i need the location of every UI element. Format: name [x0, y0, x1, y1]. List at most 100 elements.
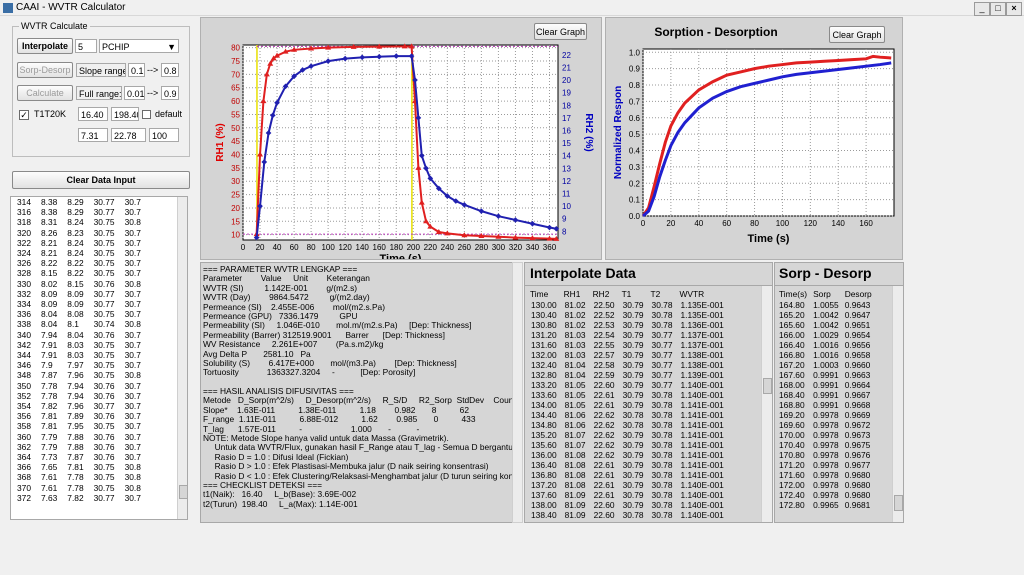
sorp-row[interactable]: 171.60 0.9978 0.9680: [776, 470, 875, 480]
data-input-row[interactable]: 334 8.09 8.09 30.77 30.7: [12, 299, 146, 309]
data-input-row[interactable]: 324 8.21 8.24 30.75 30.7: [12, 248, 146, 258]
data-input-row[interactable]: 340 7.94 8.04 30.76 30.7: [12, 330, 146, 340]
sorp-row[interactable]: 168.00 0.9991 0.9664: [776, 380, 875, 390]
data-input-row[interactable]: 344 7.91 8.03 30.75 30.7: [12, 350, 146, 360]
parameter-results-panel[interactable]: === PARAMETER WVTR LENGKAP === Parameter …: [200, 262, 513, 523]
data-input-row[interactable]: 322 8.21 8.24 30.75 30.7: [12, 238, 146, 248]
interpolate-row[interactable]: 134.80 81.06 22.62 30.78 30.78 1.141E-001: [527, 420, 728, 430]
sorp-row[interactable]: 165.60 1.0042 0.9651: [776, 320, 875, 330]
data-input-row[interactable]: 366 7.65 7.81 30.75 30.8: [12, 462, 146, 472]
maximize-button[interactable]: □: [990, 2, 1006, 16]
t2-input[interactable]: 198.40: [111, 107, 139, 121]
interpolate-row[interactable]: 132.40 81.04 22.58 30.79 30.77 1.138E-001: [527, 360, 728, 370]
t1t20k-checkbox[interactable]: ✓: [19, 110, 29, 120]
data-input-row[interactable]: 364 7.73 7.87 30.76 30.7: [12, 452, 146, 462]
sorp-row[interactable]: 168.80 0.9991 0.9668: [776, 400, 875, 410]
data-input-row[interactable]: 348 7.87 7.96 30.75 30.8: [12, 370, 146, 380]
data-input-row[interactable]: 346 7.9 7.97 30.75 30.7: [12, 360, 146, 370]
sorp-row[interactable]: 166.40 1.0016 0.9656: [776, 340, 875, 350]
sorp-scrollbar[interactable]: [892, 286, 903, 522]
sorp-row[interactable]: 172.40 0.9978 0.9680: [776, 490, 875, 500]
interpolate-row[interactable]: 136.80 81.08 22.61 30.79 30.78 1.141E-001: [527, 470, 728, 480]
calculate-button[interactable]: Calculate: [17, 85, 73, 101]
data-input-row[interactable]: 372 7.63 7.82 30.77 30.7: [12, 493, 146, 503]
full-from-input[interactable]: 0.01: [124, 86, 145, 100]
sorp-row[interactable]: 169.60 0.9978 0.9672: [776, 420, 875, 430]
sorp-row[interactable]: 169.20 0.9978 0.9669: [776, 410, 875, 420]
sorp-row[interactable]: 172.00 0.9978 0.9680: [776, 480, 875, 490]
data-input-row[interactable]: 330 8.02 8.15 30.76 30.8: [12, 279, 146, 289]
interpolate-row[interactable]: 132.80 81.04 22.59 30.79 30.77 1.139E-001: [527, 370, 728, 380]
slope-to-input[interactable]: 0.8: [161, 63, 179, 77]
data-input-row[interactable]: 358 7.81 7.95 30.75 30.7: [12, 421, 146, 431]
interpolate-row[interactable]: 133.20 81.05 22.60 30.79 30.77 1.140E-001: [527, 380, 728, 390]
interpolate-row[interactable]: 130.40 81.02 22.52 30.79 30.78 1.135E-001: [527, 310, 728, 320]
sorp-desorp-button[interactable]: Sorp-Desorp: [17, 62, 73, 78]
data-input-row[interactable]: 350 7.78 7.94 30.76 30.7: [12, 381, 146, 391]
interpolate-row[interactable]: 130.80 81.02 22.53 30.79 30.78 1.136E-001: [527, 320, 728, 330]
clear-data-input-button[interactable]: Clear Data Input: [12, 171, 190, 189]
interpolate-row[interactable]: 134.00 81.05 22.61 30.79 30.78 1.141E-001: [527, 400, 728, 410]
data-input-row[interactable]: 368 7.61 7.78 30.75 30.8: [12, 472, 146, 482]
interpolate-row[interactable]: 136.40 81.08 22.61 30.79 30.78 1.141E-001: [527, 460, 728, 470]
interpolate-row[interactable]: 137.20 81.08 22.61 30.79 30.78 1.140E-001: [527, 480, 728, 490]
close-button[interactable]: ×: [1006, 2, 1022, 16]
default-checkbox[interactable]: [142, 110, 151, 119]
data-input-row[interactable]: 316 8.38 8.29 30.77 30.7: [12, 207, 146, 217]
max-rh-input[interactable]: 22.78: [111, 128, 146, 142]
minimize-button[interactable]: _: [974, 2, 990, 16]
t1-input[interactable]: 16.40: [78, 107, 108, 121]
sorp-row[interactable]: 166.00 1.0029 0.9654: [776, 330, 875, 340]
interpolate-row[interactable]: 131.20 81.03 22.54 30.79 30.77 1.137E-001: [527, 330, 728, 340]
interpolate-button[interactable]: Interpolate: [17, 38, 73, 54]
interpolate-scrollbar[interactable]: [761, 286, 772, 522]
sorp-row[interactable]: 172.80 0.9965 0.9681: [776, 500, 875, 510]
sorp-row[interactable]: 168.40 0.9991 0.9667: [776, 390, 875, 400]
data-input-row[interactable]: 314 8.38 8.29 30.77 30.7: [12, 197, 146, 207]
data-input-row[interactable]: 332 8.09 8.09 30.77 30.7: [12, 289, 146, 299]
interpolate-row[interactable]: 135.60 81.07 22.62 30.79 30.78 1.141E-001: [527, 440, 728, 450]
data-input-row[interactable]: 356 7.81 7.89 30.76 30.7: [12, 411, 146, 421]
data-input-row[interactable]: 326 8.22 8.22 30.75 30.7: [12, 258, 146, 268]
method-select[interactable]: PCHIP ▼: [99, 39, 179, 53]
interpolate-points-input[interactable]: 5: [75, 39, 97, 53]
data-input-list[interactable]: 314 8.38 8.29 30.77 30.7 316 8.38 8.29 30.77 30.7…: [10, 196, 188, 520]
data-input-row[interactable]: 362 7.79 7.88 30.76 30.7: [12, 442, 146, 452]
min-rh-input[interactable]: 7.31: [78, 128, 108, 142]
sorp-row[interactable]: 166.80 1.0016 0.9658: [776, 350, 875, 360]
interpolate-row[interactable]: 131.60 81.03 22.55 30.79 30.77 1.137E-001: [527, 340, 728, 350]
slope-from-input[interactable]: 0.1: [128, 63, 145, 77]
clear-graph-button[interactable]: Clear Graph: [534, 23, 587, 40]
data-input-row[interactable]: 342 7.91 8.03 30.75 30.7: [12, 340, 146, 350]
data-input-row[interactable]: 338 8.04 8.1 30.74 30.8: [12, 319, 146, 329]
sorp-row[interactable]: 165.20 1.0042 0.9647: [776, 310, 875, 320]
sorp-row[interactable]: 164.80 1.0055 0.9643: [776, 300, 875, 310]
sorp-row[interactable]: 167.20 1.0003 0.9660: [776, 360, 875, 370]
interpolate-row[interactable]: 138.40 81.09 22.60 30.78 30.78 1.140E-001: [527, 510, 728, 520]
interpolate-row[interactable]: 137.60 81.09 22.61 30.79 30.78 1.140E-001: [527, 490, 728, 500]
data-input-row[interactable]: 354 7.82 7.96 30.77 30.7: [12, 401, 146, 411]
scroll-thumb[interactable]: [179, 485, 187, 499]
data-input-scrollbar[interactable]: [177, 197, 187, 519]
interpolate-row[interactable]: 133.60 81.05 22.61 30.79 30.78 1.140E-001: [527, 390, 728, 400]
interpolate-row[interactable]: 138.00 81.09 22.60 30.79 30.78 1.140E-001: [527, 500, 728, 510]
sorp-row[interactable]: 171.20 0.9978 0.9677: [776, 460, 875, 470]
sorp-row[interactable]: 170.80 0.9978 0.9676: [776, 450, 875, 460]
parameter-scrollbar[interactable]: [512, 262, 523, 523]
scroll-thumb[interactable]: [763, 378, 772, 394]
interpolate-row[interactable]: 136.00 81.08 22.62 30.79 30.78 1.141E-001: [527, 450, 728, 460]
data-input-row[interactable]: 320 8.26 8.23 30.75 30.7: [12, 228, 146, 238]
scale-input[interactable]: 100: [149, 128, 179, 142]
interpolate-row[interactable]: 135.20 81.07 22.62 30.79 30.78 1.141E-001: [527, 430, 728, 440]
data-input-row[interactable]: 352 7.78 7.94 30.76 30.7: [12, 391, 146, 401]
clear-graph-button-2[interactable]: Clear Graph: [829, 26, 885, 43]
sorp-row[interactable]: 170.40 0.9978 0.9675: [776, 440, 875, 450]
interpolate-row[interactable]: 134.40 81.06 22.62 30.78 30.78 1.141E-001: [527, 410, 728, 420]
data-input-row[interactable]: 318 8.31 8.24 30.75 30.8: [12, 217, 146, 227]
scroll-thumb[interactable]: [894, 495, 903, 511]
sorp-row[interactable]: 167.60 0.9991 0.9663: [776, 370, 875, 380]
interpolate-row[interactable]: 132.00 81.03 22.57 30.79 30.77 1.138E-001: [527, 350, 728, 360]
data-input-row[interactable]: 328 8.15 8.22 30.75 30.7: [12, 268, 146, 278]
interpolate-row[interactable]: 130.00 81.02 22.50 30.79 30.78 1.135E-001: [527, 300, 728, 310]
data-input-row[interactable]: 360 7.79 7.88 30.76 30.7: [12, 432, 146, 442]
